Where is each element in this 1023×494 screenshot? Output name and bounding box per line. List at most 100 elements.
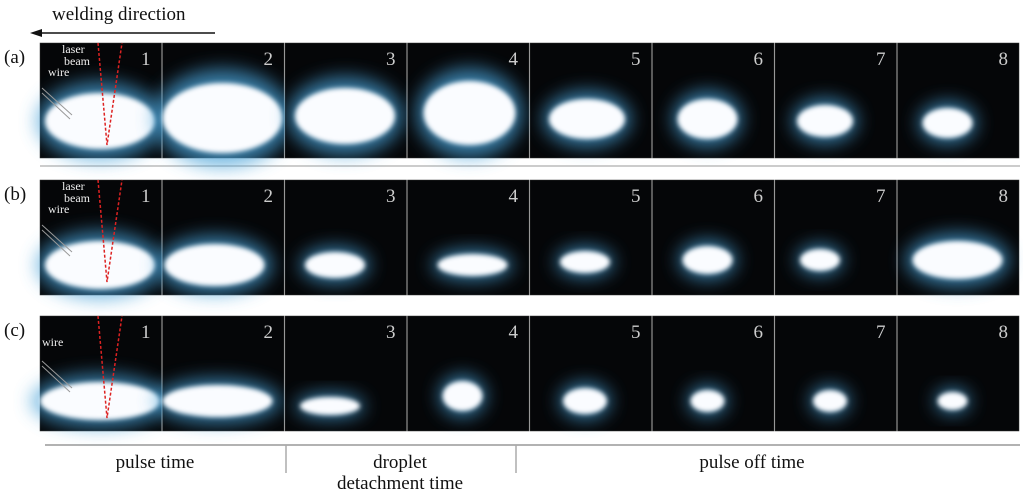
arc-core — [563, 388, 607, 414]
wire — [41, 224, 73, 257]
arc-plume — [36, 81, 164, 161]
frame-number: 2 — [264, 49, 274, 70]
frame-number: 1 — [141, 49, 151, 70]
annotation: beam — [64, 54, 91, 68]
frame-number: 3 — [386, 322, 396, 343]
laser-beam — [97, 315, 123, 419]
wire — [41, 360, 73, 393]
arc-core — [442, 381, 483, 411]
arc-plume — [154, 378, 281, 424]
arc-plume — [543, 91, 631, 147]
phase-label: droplet — [373, 452, 428, 473]
arc-core — [922, 108, 973, 138]
frame-number: 1 — [141, 322, 151, 343]
annotation: laser — [62, 179, 85, 193]
arc-plume — [416, 68, 523, 158]
arc-plume — [687, 385, 728, 417]
annotation: laser — [62, 42, 85, 56]
arc-core — [162, 385, 273, 417]
laser-beam — [97, 42, 123, 146]
arc-core — [677, 99, 738, 139]
arc-plume — [810, 385, 850, 417]
arc-core — [40, 382, 160, 420]
row-label: (b) — [4, 184, 26, 205]
wire — [41, 87, 73, 120]
arc-plume — [678, 240, 737, 280]
annotation: wire — [48, 65, 69, 79]
arc-plume — [36, 231, 164, 299]
arc-plume — [432, 249, 513, 281]
arc-core — [45, 93, 155, 149]
annotation: beam — [64, 191, 91, 205]
phase-label: pulse time — [116, 452, 195, 473]
arc-core — [437, 254, 508, 276]
frame-number: 3 — [386, 49, 396, 70]
arc-plume — [295, 393, 365, 419]
arc-plume — [559, 382, 611, 420]
frame-number: 4 — [509, 322, 519, 343]
frame-number: 5 — [631, 49, 641, 70]
arc-plume — [935, 388, 970, 414]
arc-core — [300, 397, 360, 415]
annotation: wire — [42, 335, 63, 349]
frame-number: 2 — [264, 186, 274, 207]
frame — [774, 179, 897, 296]
arc-plume — [673, 91, 742, 147]
arc-core — [937, 392, 968, 410]
frame-number: 3 — [386, 186, 396, 207]
arc-plume — [153, 69, 292, 167]
frame-number: 8 — [999, 186, 1009, 207]
arc-plume — [157, 235, 272, 295]
frame-number: 4 — [509, 49, 519, 70]
frame-number: 7 — [876, 49, 886, 70]
frame-number: 7 — [876, 322, 886, 343]
arc-core — [305, 252, 365, 278]
frame — [652, 315, 775, 432]
row-label: (c) — [4, 320, 25, 341]
frame-number: 6 — [754, 186, 764, 207]
arc-plume — [31, 374, 169, 428]
arc-core — [813, 390, 847, 412]
frame-number: 6 — [754, 322, 764, 343]
arc-plume — [792, 98, 858, 144]
arc-plume — [797, 244, 843, 276]
phase-label: pulse off time — [699, 452, 804, 473]
annotation: wire — [48, 202, 69, 216]
arc-plume — [905, 233, 1010, 287]
frame — [897, 42, 1020, 159]
arc-plume — [556, 246, 614, 278]
arc-core — [162, 83, 283, 153]
arc-core — [45, 241, 155, 289]
arc-core — [549, 99, 625, 139]
arc-core — [682, 246, 733, 274]
arc-plume — [287, 76, 403, 156]
arc-core — [295, 88, 395, 144]
frame — [652, 179, 775, 296]
frame-number: 8 — [999, 322, 1009, 343]
frame-number: 7 — [876, 186, 886, 207]
arc-core — [797, 105, 853, 137]
arc-core — [164, 244, 265, 286]
arc-core — [912, 241, 1003, 279]
laser-beam — [97, 179, 123, 283]
arrow-head — [30, 29, 42, 37]
frame-number: 2 — [264, 322, 274, 343]
arc-core — [690, 390, 725, 412]
row-label: (a) — [4, 47, 25, 68]
frame-number: 1 — [141, 186, 151, 207]
frame-number: 8 — [999, 49, 1009, 70]
arc-core — [800, 249, 840, 271]
frame-number: 5 — [631, 322, 641, 343]
arc-plume — [300, 246, 370, 284]
arc-core — [560, 251, 610, 273]
direction-label: welding direction — [52, 4, 186, 25]
frame-number: 6 — [754, 49, 764, 70]
arc-core — [423, 81, 516, 145]
phase-label: detachment time — [337, 473, 463, 494]
frame-number: 5 — [631, 186, 641, 207]
frame-number: 4 — [509, 186, 519, 207]
arc-plume — [918, 102, 977, 144]
arc-plume — [439, 375, 486, 417]
